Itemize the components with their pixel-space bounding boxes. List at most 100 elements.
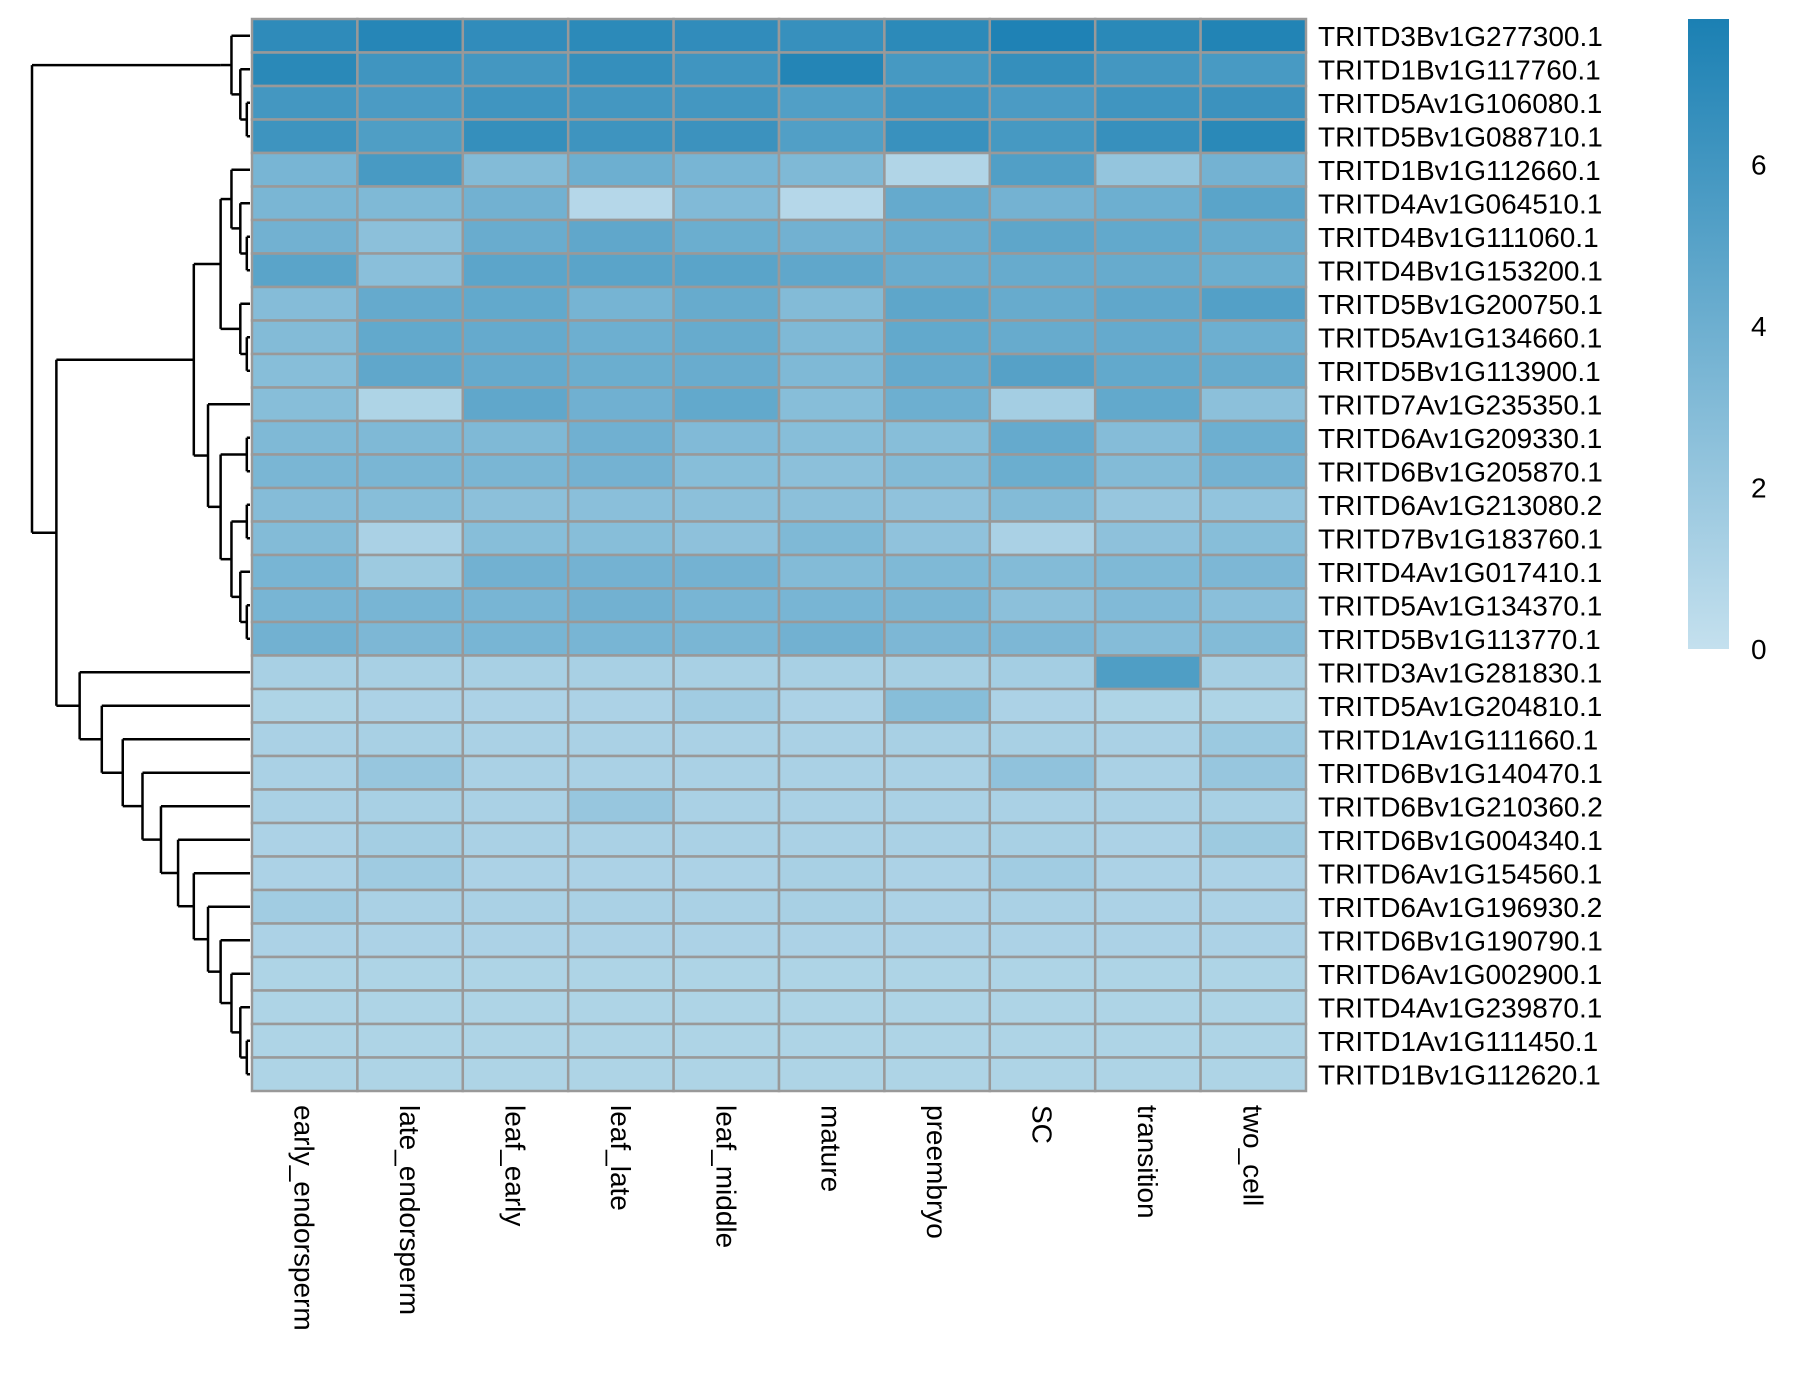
heatmap-cell	[461, 352, 570, 389]
heatmap-cell	[1199, 788, 1308, 825]
heatmap-cell	[988, 821, 1097, 858]
heatmap-cell	[250, 654, 359, 691]
column-label: mature	[816, 1105, 847, 1192]
heatmap-cell	[1199, 352, 1308, 389]
heatmap-cell	[461, 553, 570, 590]
row-label: TRITD6Av1G002900.1	[1318, 959, 1602, 990]
heatmap-cell	[250, 319, 359, 356]
heatmap-cell	[672, 386, 781, 423]
heatmap-cell	[461, 821, 570, 858]
heatmap-cell	[988, 687, 1097, 724]
heatmap-cell	[1093, 453, 1202, 490]
heatmap-cell	[356, 922, 465, 959]
row-label: TRITD1Av1G111660.1	[1318, 724, 1598, 755]
heatmap-cell	[672, 587, 781, 624]
heatmap-cell	[1199, 587, 1308, 624]
heatmap-cell	[777, 855, 886, 892]
heatmap-cell	[356, 486, 465, 523]
heatmap-cell	[566, 553, 675, 590]
heatmap-cell	[777, 352, 886, 389]
heatmap-cell	[988, 989, 1097, 1026]
legend-tick-label: 4	[1751, 311, 1767, 342]
heatmap-cell	[356, 520, 465, 557]
row-label: TRITD5Av1G134660.1	[1318, 322, 1602, 353]
heatmap-cell	[1199, 520, 1308, 557]
heatmap-cell	[566, 17, 675, 54]
heatmap-cell	[988, 620, 1097, 657]
heatmap-cell	[988, 922, 1097, 959]
row-label: TRITD6Bv1G140470.1	[1318, 758, 1603, 789]
heatmap-cell	[1093, 486, 1202, 523]
heatmap-cell	[883, 821, 992, 858]
heatmap-cell	[777, 17, 886, 54]
heatmap-cell	[356, 687, 465, 724]
heatmap-cell	[250, 922, 359, 959]
heatmap-cell	[461, 687, 570, 724]
heatmap-cell	[883, 352, 992, 389]
row-label: TRITD1Bv1G117760.1	[1318, 54, 1601, 85]
heatmap-cell	[1199, 553, 1308, 590]
heatmap-cell	[1199, 218, 1308, 255]
heatmap-cell	[356, 1056, 465, 1093]
heatmap-cell	[461, 922, 570, 959]
legend-tick-label: 6	[1751, 149, 1767, 180]
heatmap-cell	[777, 989, 886, 1026]
heatmap-cell	[777, 419, 886, 456]
heatmap-cell	[566, 955, 675, 992]
row-label: TRITD5Bv1G113770.1	[1318, 624, 1601, 655]
heatmap-cell	[777, 754, 886, 791]
heatmap-cell	[1093, 118, 1202, 155]
heatmap-cell	[461, 453, 570, 490]
heatmap-cell	[1093, 419, 1202, 456]
heatmap-cell	[1093, 84, 1202, 121]
heatmap-cell	[883, 620, 992, 657]
heatmap-cell	[1093, 620, 1202, 657]
heatmap-cell	[777, 319, 886, 356]
heatmap-cell	[461, 51, 570, 88]
heatmap-cell	[1199, 754, 1308, 791]
heatmap-cell	[250, 888, 359, 925]
heatmap-cell	[566, 84, 675, 121]
heatmap-cell	[777, 888, 886, 925]
heatmap-cell	[1093, 754, 1202, 791]
heatmap-cell	[250, 821, 359, 858]
column-label: two_cell	[1237, 1105, 1268, 1206]
heatmap-cell	[356, 989, 465, 1026]
heatmap-cell	[883, 51, 992, 88]
heatmap-cell	[988, 486, 1097, 523]
heatmap-cell	[566, 788, 675, 825]
heatmap-cell	[1093, 1022, 1202, 1059]
heatmap-cell	[883, 486, 992, 523]
heatmap-cell	[777, 687, 886, 724]
heatmap-cell	[356, 888, 465, 925]
heatmap-cell	[672, 654, 781, 691]
heatmap-cell	[250, 687, 359, 724]
heatmap-cell	[988, 1022, 1097, 1059]
heatmap-cell	[777, 654, 886, 691]
heatmap-cell	[461, 989, 570, 1026]
heatmap-cell	[356, 17, 465, 54]
heatmap-cell	[1093, 17, 1202, 54]
heatmap-cell	[883, 520, 992, 557]
column-label: leaf_early	[500, 1105, 531, 1226]
heatmap-cell	[777, 51, 886, 88]
heatmap-cell	[777, 922, 886, 959]
heatmap-cell	[883, 855, 992, 892]
heatmap-cell	[672, 17, 781, 54]
column-label: preembryo	[921, 1105, 952, 1239]
legend-color-bar	[1688, 19, 1729, 649]
heatmap-cell	[250, 1056, 359, 1093]
heatmap-cell	[1199, 922, 1308, 959]
heatmap-cell	[1199, 51, 1308, 88]
heatmap-cell	[883, 319, 992, 356]
row-label: TRITD7Av1G235350.1	[1318, 389, 1602, 420]
heatmap-cell	[672, 151, 781, 188]
heatmap-cell	[356, 386, 465, 423]
heatmap-cell	[461, 252, 570, 289]
heatmap-cell	[777, 553, 886, 590]
heatmap-cell	[988, 788, 1097, 825]
heatmap-cell	[566, 218, 675, 255]
heatmap-cell	[566, 319, 675, 356]
heatmap-cell	[356, 185, 465, 222]
